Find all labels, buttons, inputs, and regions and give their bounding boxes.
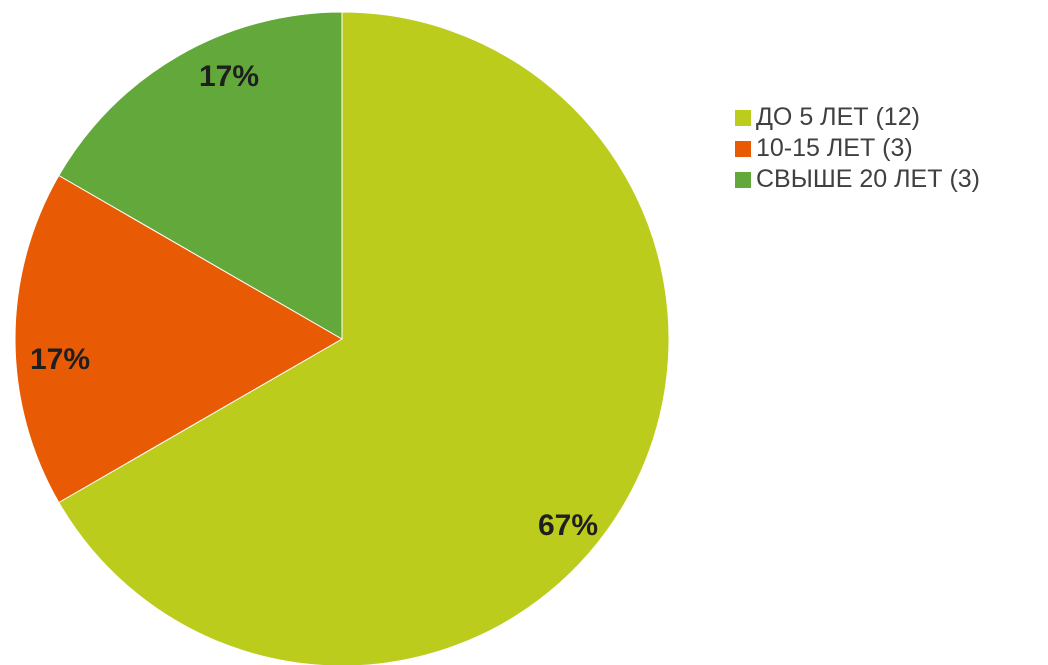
legend-swatch (735, 109, 751, 126)
legend-item-up-to-5-years: ДО 5 ЛЕТ (12) (735, 102, 980, 133)
pie-data-label: 17% (199, 60, 259, 93)
legend-swatch (735, 171, 751, 188)
pie-slice (14, 174, 343, 504)
legend-label: ДО 5 ЛЕТ (12) (756, 103, 920, 131)
legend-swatch (735, 140, 751, 157)
pie-data-label: 67% (538, 509, 598, 542)
pie-slice (58, 11, 343, 340)
pie-slice (58, 11, 670, 665)
chart-legend: ДО 5 ЛЕТ (12) 10-15 ЛЕТ (3) СВЫШЕ 20 ЛЕТ… (735, 102, 980, 195)
legend-item-over-20-years: СВЫШЕ 20 ЛЕТ (3) (735, 164, 980, 195)
legend-label: 10-15 ЛЕТ (3) (756, 134, 913, 162)
legend-label: СВЫШЕ 20 ЛЕТ (3) (756, 165, 980, 193)
pie-data-labels: 67% 17% 17% (30, 60, 598, 542)
pie-slices (14, 11, 670, 665)
legend-item-10-15-years: 10-15 ЛЕТ (3) (735, 133, 980, 164)
pie-data-label: 17% (30, 343, 90, 376)
